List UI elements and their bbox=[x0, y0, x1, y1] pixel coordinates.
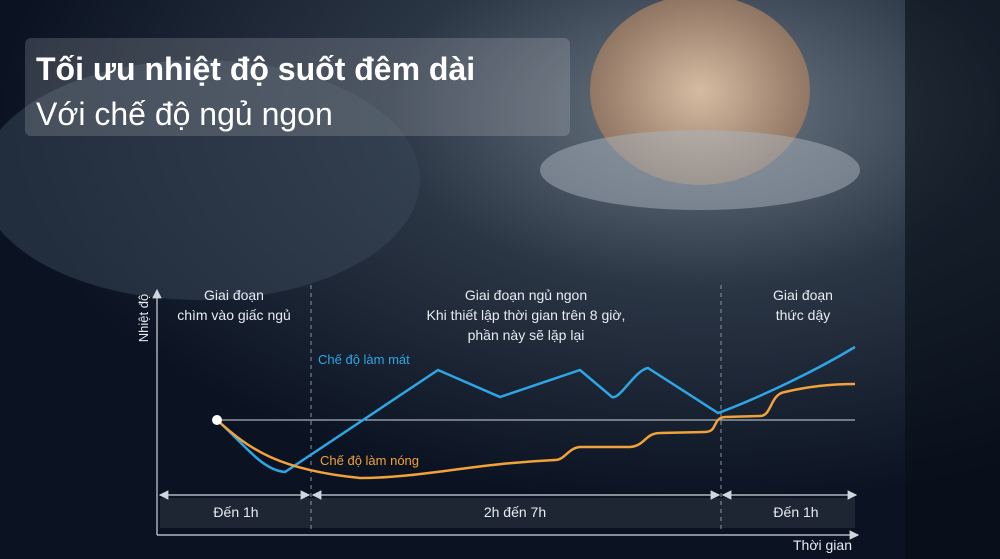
duration-band bbox=[160, 498, 855, 528]
title: Tối ưu nhiệt độ suốt đêm dài bbox=[36, 51, 475, 87]
phase-label: Khi thiết lập thời gian trên 8 giờ, bbox=[427, 307, 626, 323]
start-point bbox=[212, 415, 222, 425]
subtitle: Với chế độ ngủ ngon bbox=[36, 96, 333, 132]
x-axis-label: Thời gian bbox=[793, 537, 852, 553]
curve-label: Chế độ làm nóng bbox=[320, 453, 419, 468]
phase-label: Giai đoạn ngủ ngon bbox=[465, 287, 587, 303]
phase-label: Giai đoạn bbox=[773, 287, 833, 303]
title-box bbox=[25, 38, 570, 136]
blanket bbox=[0, 60, 420, 300]
curve-label: Chế độ làm mát bbox=[318, 352, 410, 367]
phase-label: thức dậy bbox=[776, 307, 831, 323]
duration-label: Đến 1h bbox=[213, 504, 258, 520]
duration-label: 2h đến 7h bbox=[484, 504, 546, 520]
phase-label: Giai đoạn bbox=[204, 287, 264, 303]
pillow bbox=[540, 130, 860, 210]
cooling-curve bbox=[216, 345, 856, 474]
phase-label: chìm vào giấc ngủ bbox=[177, 307, 291, 323]
shade bbox=[905, 0, 1000, 559]
heating-curve bbox=[216, 382, 856, 480]
phase-label: phần này sẽ lặp lại bbox=[468, 327, 585, 343]
y-axis-label: Nhiệt độ bbox=[136, 294, 151, 342]
duration-label: Đến 1h bbox=[773, 504, 818, 520]
